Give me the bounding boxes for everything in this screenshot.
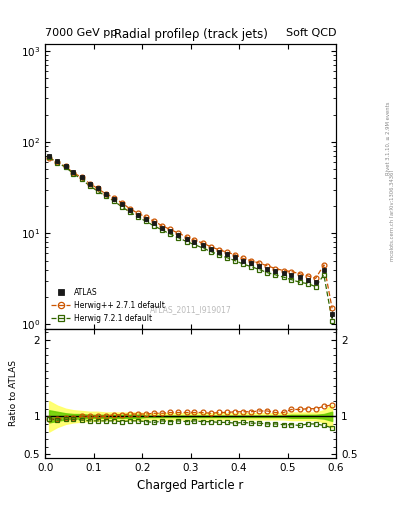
Text: mcplots.cern.ch [arXiv:1306.3436]: mcplots.cern.ch [arXiv:1306.3436] <box>390 169 393 261</box>
Text: Soft QCD: Soft QCD <box>286 28 336 38</box>
Text: ATLAS_2011_I919017: ATLAS_2011_I919017 <box>150 305 231 314</box>
Title: Radial profileρ (track jets): Radial profileρ (track jets) <box>114 28 268 41</box>
Text: 7000 GeV pp: 7000 GeV pp <box>45 28 118 38</box>
Y-axis label: Ratio to ATLAS: Ratio to ATLAS <box>9 360 18 426</box>
X-axis label: Charged Particle r: Charged Particle r <box>138 479 244 492</box>
Text: Rivet 3.1.10, ≥ 2.9M events: Rivet 3.1.10, ≥ 2.9M events <box>386 101 391 175</box>
Legend: ATLAS, Herwig++ 2.7.1 default, Herwig 7.2.1 default: ATLAS, Herwig++ 2.7.1 default, Herwig 7.… <box>49 286 167 325</box>
